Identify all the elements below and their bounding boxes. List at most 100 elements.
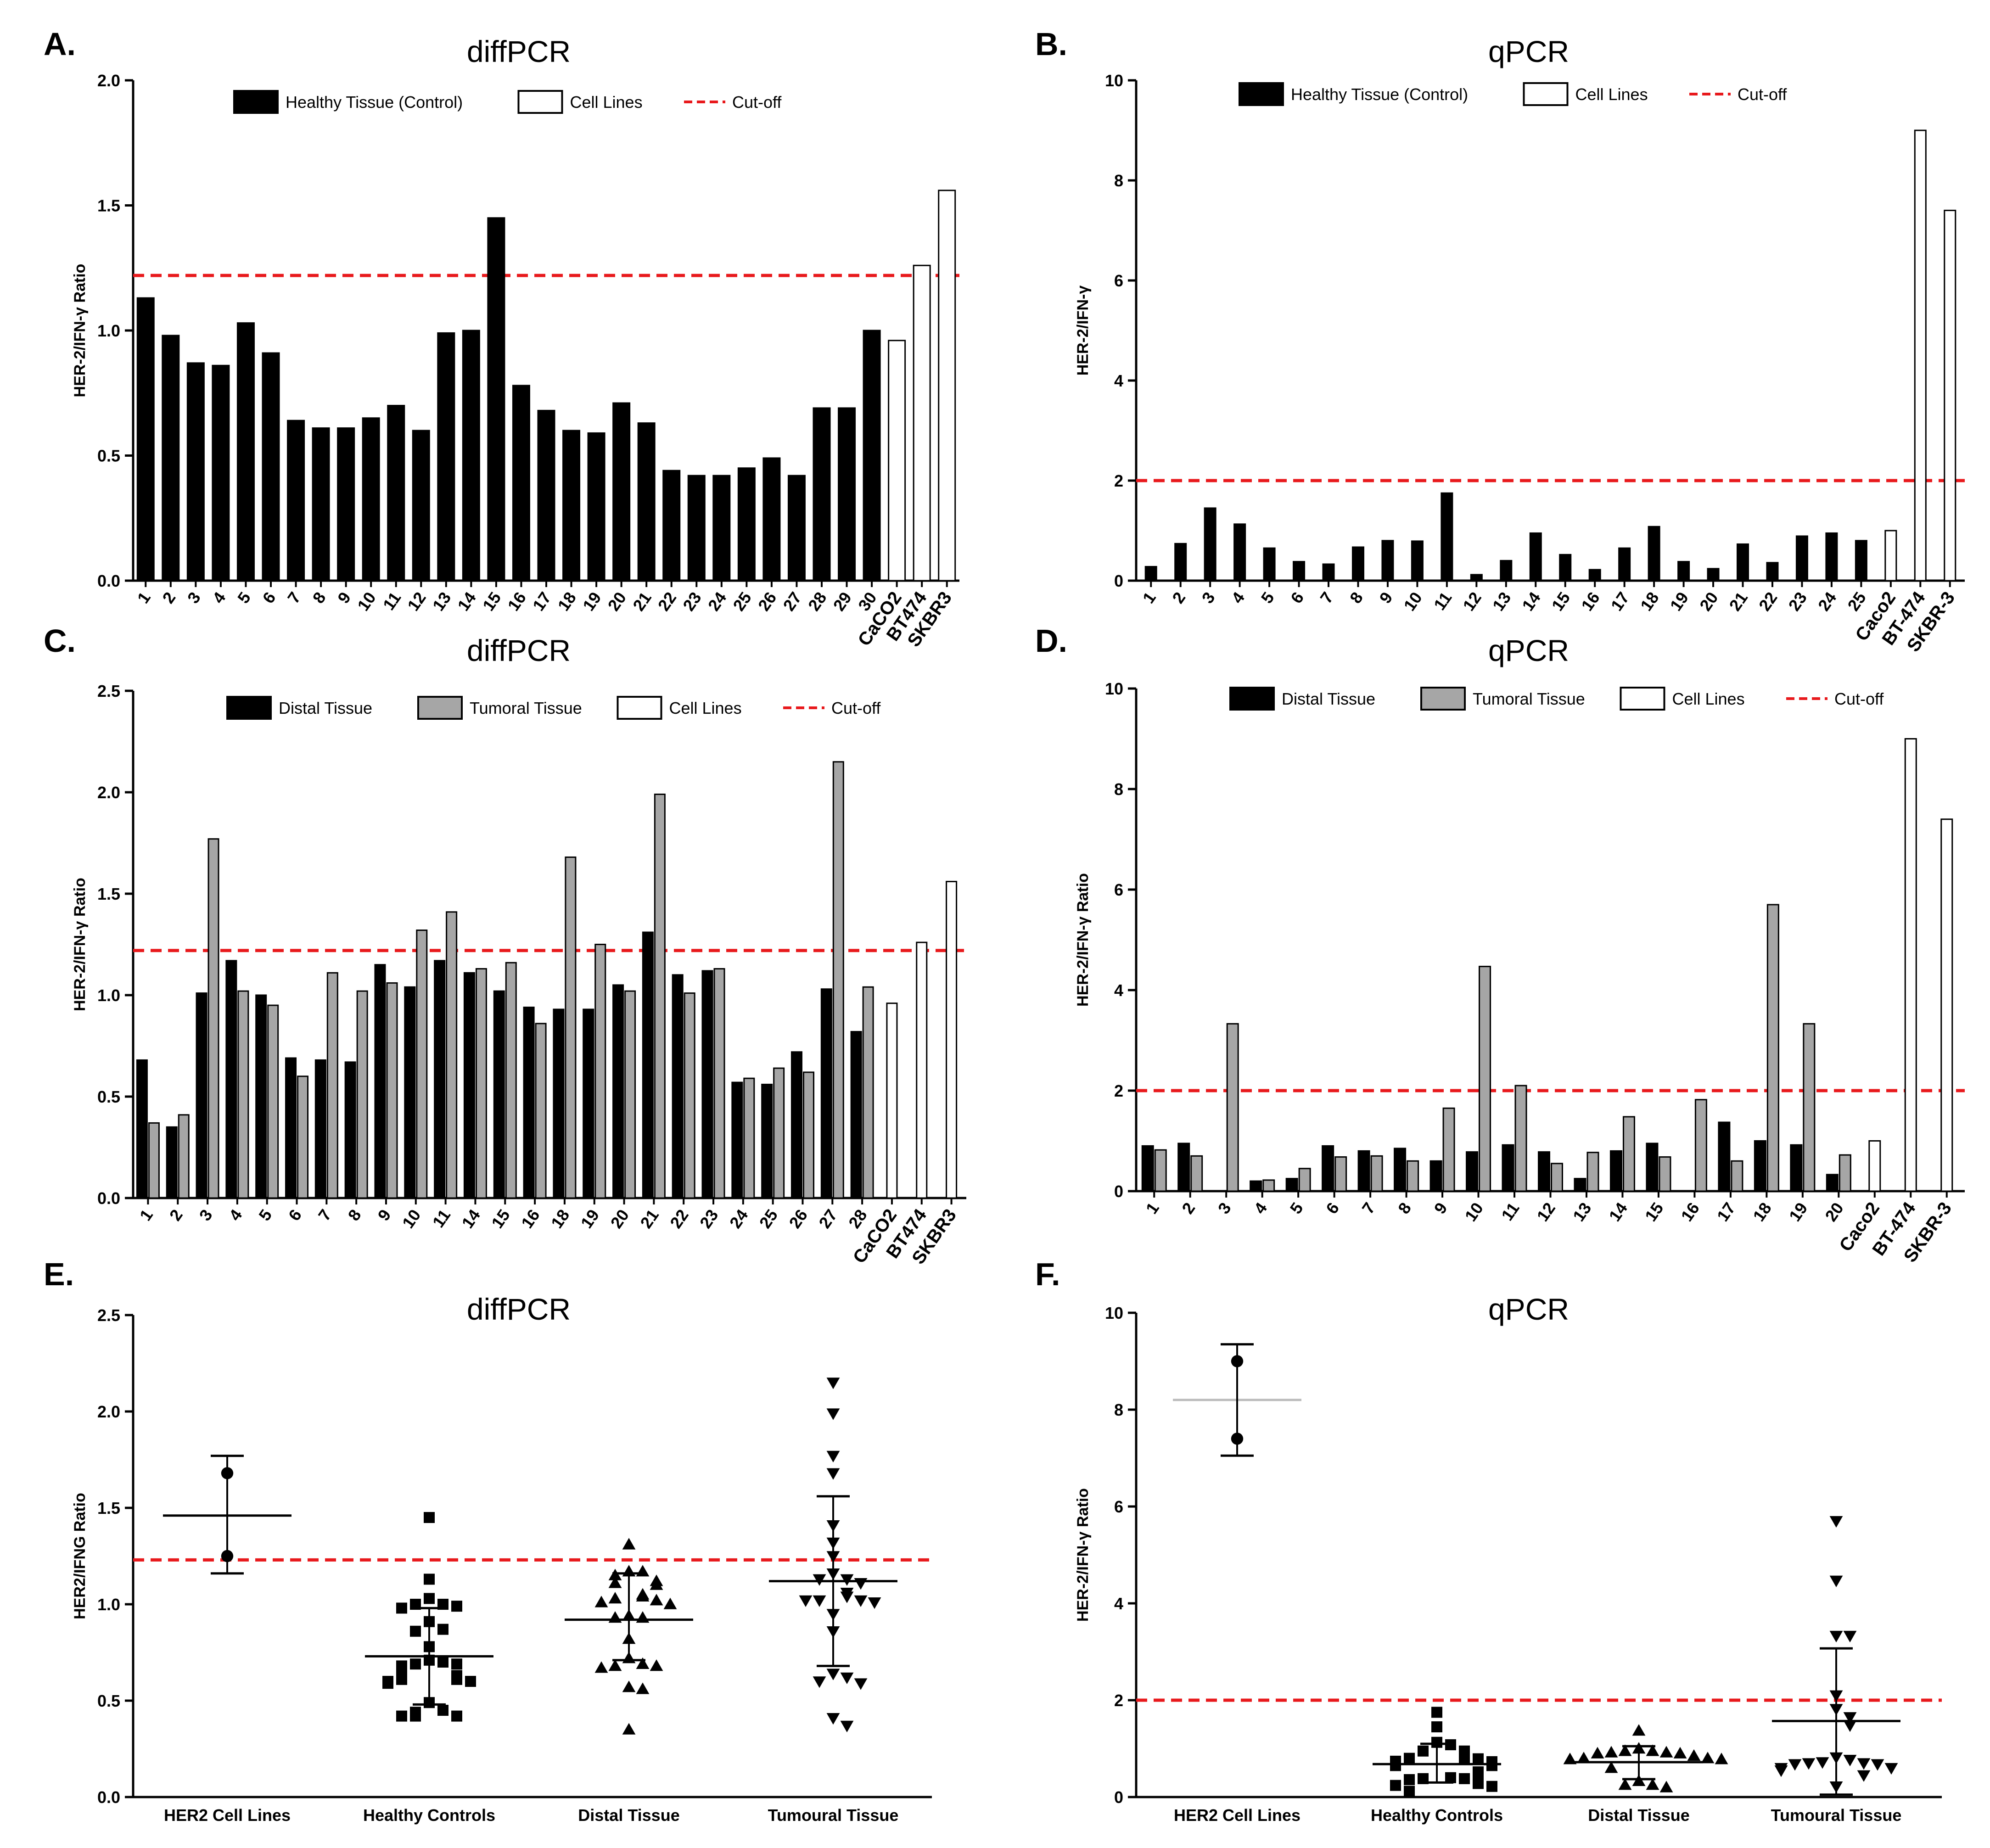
x-tick-label: 21 — [629, 588, 655, 614]
x-category-label: Healthy Controls — [1371, 1806, 1503, 1825]
bar-healthy-tissue-(control) — [437, 332, 455, 582]
point-square — [396, 1602, 407, 1614]
point-triangle — [608, 1611, 622, 1623]
point-square — [1390, 1780, 1401, 1791]
panel-letter: F. — [1035, 1256, 1060, 1292]
bar-tumoral-tissue — [1551, 1163, 1563, 1192]
point-triangle — [650, 1659, 663, 1671]
bar-cell-lines — [1914, 129, 1927, 582]
x-tick-label: 7 — [314, 1206, 335, 1224]
x-tick-label: 15 — [1548, 588, 1574, 614]
bar-distal-tissue — [1141, 1145, 1154, 1192]
point-square — [437, 1705, 448, 1716]
panel-letter: D. — [1035, 623, 1067, 659]
group-tumoural-tissue — [769, 1378, 897, 1732]
point-triangle — [1577, 1752, 1591, 1764]
point-triangle — [594, 1596, 608, 1607]
bar-tumoral-tissue — [505, 962, 517, 1199]
point-square — [1390, 1760, 1401, 1771]
y-tick-label: 1.5 — [97, 885, 120, 903]
point-triangle — [636, 1682, 650, 1694]
bar-healthy-tissue-(control) — [787, 475, 806, 582]
bar-healthy-tissue-(control) — [1795, 535, 1808, 582]
legend-swatch — [1229, 687, 1275, 711]
x-tick-label: 10 — [353, 588, 380, 614]
x-tick-label: 3 — [1198, 588, 1219, 607]
bar-tumoral-tissue — [1766, 904, 1779, 1192]
bar-healthy-tissue-(control) — [337, 427, 355, 582]
x-tick-label: 5 — [1286, 1199, 1307, 1217]
x-tick-label: 23 — [696, 1206, 722, 1232]
point-square — [1404, 1753, 1415, 1764]
point-square — [1404, 1774, 1415, 1786]
bar-tumoral-tissue — [267, 1004, 279, 1199]
legend-swatch — [1620, 687, 1665, 711]
group-distal-tissue — [1563, 1724, 1728, 1792]
y-tick-label: 6 — [1114, 880, 1123, 899]
point-triangle-down — [1843, 1754, 1857, 1767]
bar-tumoral-tissue — [1622, 1116, 1635, 1192]
bar-tumoral-tissue — [743, 1077, 755, 1199]
point-triangle-down — [826, 1450, 840, 1462]
x-tick-label: 26 — [785, 1206, 811, 1232]
point-triangle — [663, 1597, 677, 1609]
point-triangle — [622, 1723, 636, 1735]
bar-distal-tissue — [166, 1126, 178, 1199]
point-square — [451, 1601, 462, 1612]
x-tick-label: 16 — [504, 588, 530, 614]
x-tick-label: 14 — [454, 588, 480, 614]
y-tick-label: 2.0 — [97, 71, 120, 90]
point-square — [437, 1624, 448, 1635]
legend-label: Cell Lines — [570, 93, 643, 112]
point-square — [424, 1593, 435, 1604]
legend-label: Healthy Tissue (Control) — [286, 93, 463, 112]
bar-distal-tissue — [1646, 1142, 1659, 1192]
bar-tumoral-tissue — [475, 968, 487, 1199]
point-triangle — [650, 1594, 663, 1606]
x-tick-label: 20 — [1696, 588, 1722, 614]
bar-distal-tissue — [136, 1059, 148, 1199]
x-tick-label: 3 — [196, 1206, 216, 1224]
bar-distal-tissue — [1322, 1145, 1334, 1192]
legend-label: Cut-off — [831, 699, 881, 717]
y-tick-label: 10 — [1105, 1304, 1123, 1322]
bar-healthy-tissue-(control) — [1737, 543, 1749, 582]
y-tick-label: 0 — [1114, 571, 1123, 590]
bar-healthy-tissue-(control) — [587, 432, 605, 582]
bar-healthy-tissue-(control) — [737, 467, 756, 582]
point-triangle-down — [1843, 1720, 1857, 1732]
panel-a: A. diffPCR 0.0 0.5 1.0 1.5 2.0 HER-2/IFN-γ Rati… — [44, 26, 959, 650]
point-square — [396, 1710, 407, 1722]
point-triangle-down — [1829, 1575, 1843, 1587]
bar-healthy-tissue-(control) — [512, 385, 530, 582]
y-axis-label: HER-2/IFN-γ — [1074, 286, 1092, 376]
x-tick-label: 27 — [815, 1206, 841, 1232]
legend-swatch — [233, 90, 279, 114]
bar-tumoral-tissue — [148, 1122, 160, 1199]
bar-tumoral-tissue — [624, 990, 636, 1199]
bar-cell-lines — [1944, 209, 1956, 582]
point-square — [451, 1710, 462, 1722]
x-tick-label: 5 — [255, 1206, 275, 1224]
bar-cell-lines — [913, 264, 931, 582]
x-tick-label: 13 — [1569, 1199, 1595, 1225]
legend-item: Cell Lines — [1523, 82, 1648, 106]
x-tick-label: 18 — [1637, 588, 1663, 614]
x-tick-label: 5 — [1257, 588, 1278, 607]
point-triangle — [1659, 1781, 1673, 1792]
x-tick-label: 6 — [1287, 588, 1307, 607]
point-triangle — [622, 1680, 636, 1692]
bar-healthy-tissue-(control) — [1470, 574, 1483, 582]
bar-cell-lines — [1904, 738, 1917, 1192]
legend-swatch — [617, 696, 662, 720]
y-tick-label: 0.5 — [97, 1087, 120, 1106]
bar-cell-lines — [1868, 1140, 1881, 1192]
bar-healthy-tissue-(control) — [387, 405, 405, 582]
x-tick-label: 10 — [398, 1206, 425, 1232]
bar-tumoral-tissue — [1839, 1154, 1851, 1192]
x-tick-label: 19 — [1666, 588, 1693, 614]
bar-distal-tissue — [344, 1061, 356, 1199]
point-triangle-down — [1843, 1630, 1857, 1643]
bar-healthy-tissue-(control) — [487, 217, 505, 582]
bar-tumoral-tissue — [535, 1023, 547, 1199]
